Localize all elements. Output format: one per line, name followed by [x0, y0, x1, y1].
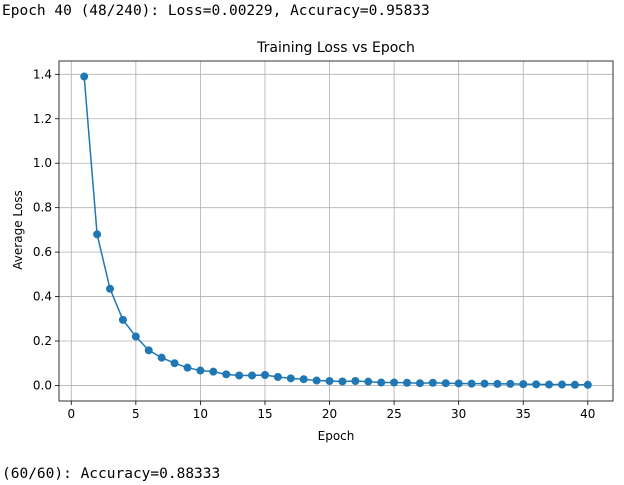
- loss-point: [286, 374, 295, 383]
- x-tick-label: 35: [516, 407, 531, 421]
- loss-point: [403, 378, 412, 387]
- grid-lines: [59, 61, 613, 401]
- loss-point: [183, 363, 192, 372]
- loss-point: [441, 379, 450, 388]
- loss-point: [415, 379, 424, 388]
- loss-point: [131, 332, 140, 341]
- y-tick-label: 0.4: [33, 290, 52, 304]
- loss-point: [248, 371, 257, 380]
- axis-ticks: 0 5 10 15 20 25 30 35 40 0.0 0.2 0.4 0.6 0.8 1.0 1.2 1.4: [33, 67, 596, 421]
- loss-point: [312, 376, 321, 385]
- plot-frame: [58, 60, 614, 402]
- loss-point: [118, 315, 127, 324]
- x-tick-label: 0: [67, 407, 75, 421]
- loss-point: [325, 377, 334, 385]
- x-tick-label: 5: [132, 407, 140, 421]
- loss-point: [93, 230, 102, 239]
- loss-point: [80, 72, 89, 81]
- y-axis-label: Average Loss: [11, 190, 25, 269]
- loss-point: [428, 378, 437, 387]
- x-tick-label: 40: [580, 407, 595, 421]
- test-accuracy-output: (60/60): Accuracy=0.88333: [2, 466, 221, 482]
- loss-point: [377, 378, 386, 387]
- chart-title: Training Loss vs Epoch: [256, 40, 415, 56]
- loss-point: [480, 379, 489, 388]
- loss-point: [209, 367, 218, 376]
- y-tick-label: 1.2: [33, 112, 52, 126]
- x-tick-label: 30: [451, 407, 466, 421]
- loss-point: [583, 380, 592, 389]
- loss-point: [364, 377, 373, 386]
- y-tick-label: 1.0: [33, 156, 52, 170]
- y-tick-label: 0.0: [33, 378, 52, 392]
- loss-point: [532, 380, 541, 389]
- loss-point: [260, 371, 269, 379]
- x-tick-label: 25: [386, 407, 401, 421]
- loss-point: [545, 380, 554, 389]
- loss-point: [273, 373, 282, 381]
- loss-line: [83, 76, 588, 386]
- loss-series: [80, 72, 592, 389]
- loss-point: [493, 379, 502, 388]
- axes-frame: [58, 60, 614, 402]
- y-tick-label: 0.6: [33, 245, 52, 259]
- loss-point: [106, 284, 115, 293]
- y-tick-label: 0.8: [33, 201, 52, 215]
- x-tick-label: 20: [322, 407, 337, 421]
- x-tick-label: 10: [193, 407, 208, 421]
- loss-point: [570, 380, 579, 389]
- loss-point: [519, 380, 528, 389]
- loss-point: [170, 359, 179, 368]
- loss-point: [299, 375, 308, 384]
- loss-point: [557, 380, 566, 389]
- y-tick-label: 1.4: [33, 67, 52, 81]
- loss-point: [157, 353, 166, 362]
- loss-point: [454, 379, 463, 388]
- loss-point: [222, 370, 231, 379]
- loss-point: [196, 366, 205, 375]
- epoch-progress-output: Epoch 40 (48/240): Loss=0.00229, Accurac…: [2, 3, 430, 19]
- loss-point: [467, 379, 476, 388]
- loss-point: [351, 377, 360, 385]
- loss-point: [235, 371, 244, 380]
- loss-point: [338, 377, 347, 386]
- loss-point: [506, 379, 515, 388]
- loss-point: [144, 346, 153, 355]
- x-tick-label: 15: [257, 407, 272, 421]
- y-tick-label: 0.2: [33, 334, 52, 348]
- x-axis-label: Epoch: [318, 429, 355, 443]
- loss-point: [390, 378, 399, 387]
